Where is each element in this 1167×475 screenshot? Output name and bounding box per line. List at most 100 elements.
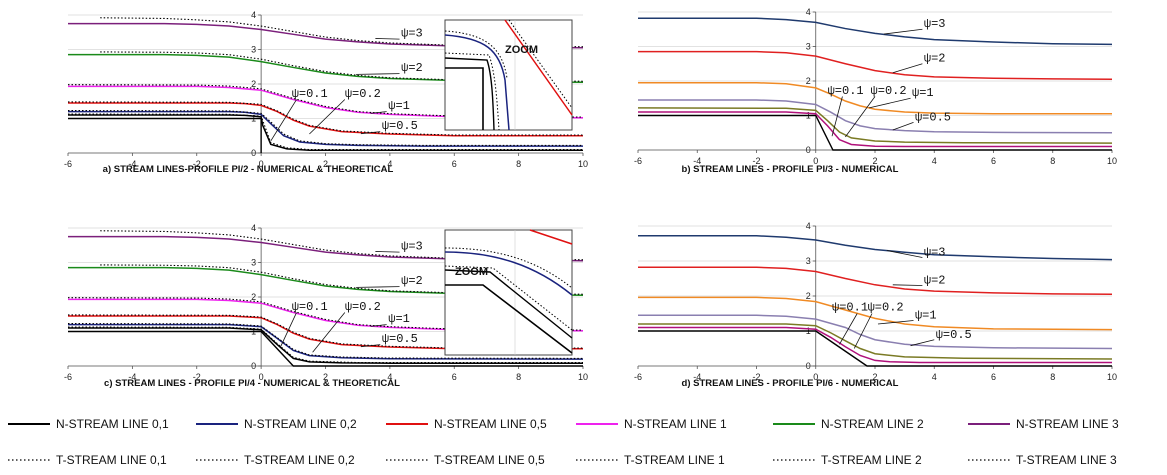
x-tick-label: 6 bbox=[991, 372, 996, 382]
x-tick-label: 2 bbox=[872, 156, 877, 166]
y-tick-label: 3 bbox=[806, 42, 811, 52]
annotation-leader bbox=[892, 122, 914, 131]
x-tick-label: -4 bbox=[693, 156, 701, 166]
x-tick-label: 4 bbox=[932, 372, 937, 382]
legend-entry-N2: N-STREAM LINE 0,2 bbox=[196, 417, 357, 431]
y-tick-label: 4 bbox=[806, 221, 811, 231]
annotation-leader bbox=[312, 312, 346, 353]
zoom-theory-0-1 bbox=[444, 52, 500, 131]
psi-annotation: ψ=0.1 bbox=[832, 301, 868, 315]
series-line-P2 bbox=[638, 50, 1113, 81]
annotation-leader bbox=[356, 73, 400, 75]
x-tick-label: 2 bbox=[872, 372, 877, 382]
series-line-P3 bbox=[638, 235, 1113, 261]
series-line-P02 bbox=[638, 323, 1113, 360]
series-line-N3 bbox=[68, 315, 583, 350]
legend-entry-T6: T-STREAM LINE 3 bbox=[968, 453, 1117, 467]
legend-label: T-STREAM LINE 1 bbox=[624, 453, 725, 467]
legend-entry-T1: T-STREAM LINE 0,1 bbox=[8, 453, 167, 467]
annotation-leader bbox=[883, 28, 923, 35]
legend-entry-N3: N-STREAM LINE 0,5 bbox=[386, 417, 547, 431]
psi-annotation: ψ=0.1 bbox=[292, 87, 328, 101]
legend-label: N-STREAM LINE 3 bbox=[1016, 417, 1119, 431]
annotation-leader bbox=[877, 320, 914, 325]
psi-annotation: ψ=0.5 bbox=[382, 332, 418, 346]
psi-annotation: ψ=3 bbox=[924, 245, 946, 259]
bed-profile bbox=[68, 117, 262, 153]
zoom-bed-profile bbox=[445, 284, 573, 354]
psi-annotation: ψ=0.2 bbox=[345, 87, 381, 101]
legend-label: T-STREAM LINE 3 bbox=[1016, 453, 1117, 467]
psi-annotation: ψ=1 bbox=[388, 312, 410, 326]
x-tick-label: -2 bbox=[193, 372, 201, 382]
annotation-leader bbox=[868, 97, 911, 109]
legend-entry-N5: N-STREAM LINE 2 bbox=[773, 417, 924, 431]
x-tick-label: 8 bbox=[1050, 372, 1055, 382]
annotation-leader bbox=[370, 111, 387, 114]
annotation-leader bbox=[270, 99, 297, 142]
psi-annotation: ψ=1 bbox=[915, 308, 937, 322]
series-line-T1 bbox=[67, 113, 583, 151]
x-tick-label: 0 bbox=[813, 156, 818, 166]
psi-annotation: ψ=0.1 bbox=[292, 300, 328, 314]
psi-annotation: ψ=0.2 bbox=[871, 84, 907, 98]
annotation-leader bbox=[280, 312, 297, 348]
annotation-leader bbox=[375, 251, 400, 253]
zoom-bed-profile bbox=[445, 67, 484, 130]
series-line-T6 bbox=[100, 230, 584, 261]
bed-profile bbox=[638, 114, 1112, 151]
annotation-leader bbox=[892, 284, 923, 286]
bed-profile bbox=[68, 330, 583, 367]
annotation-leader bbox=[370, 324, 387, 327]
zoom-stream-0-5 bbox=[529, 229, 573, 245]
psi-annotation: ψ=2 bbox=[924, 273, 946, 287]
legend-label: N-STREAM LINE 1 bbox=[624, 417, 727, 431]
psi-annotation: ψ=2 bbox=[401, 274, 423, 288]
annotation-leader bbox=[831, 96, 843, 137]
series-line-N2 bbox=[68, 110, 583, 147]
x-tick-label: 0 bbox=[259, 372, 264, 382]
psi-annotation: ψ=2 bbox=[924, 52, 946, 66]
x-tick-label: 6 bbox=[991, 156, 996, 166]
x-tick-label: 0 bbox=[259, 159, 264, 169]
y-tick-label: 2 bbox=[806, 291, 811, 301]
series-line-T6 bbox=[100, 17, 584, 48]
x-tick-label: -4 bbox=[693, 372, 701, 382]
zoom-stream-0-2 bbox=[444, 34, 510, 131]
series-line-N1 bbox=[68, 327, 583, 364]
psi-annotation: ψ=0.1 bbox=[828, 84, 864, 98]
x-tick-label: -2 bbox=[752, 156, 760, 166]
x-tick-label: 8 bbox=[516, 372, 521, 382]
series-line-T1 bbox=[67, 326, 583, 364]
series-line-T4 bbox=[67, 297, 584, 331]
x-tick-label: 8 bbox=[516, 159, 521, 169]
bed-profile bbox=[638, 330, 1112, 367]
x-tick-label: -4 bbox=[128, 372, 136, 382]
legend: N-STREAM LINE 0,1 N-STREAM LINE 0,2 N-STRE… bbox=[8, 417, 1119, 467]
psi-annotation: ψ=1 bbox=[912, 86, 934, 100]
psi-annotation: ψ=0.5 bbox=[915, 110, 951, 124]
psi-annotation: ψ=2 bbox=[401, 61, 423, 75]
x-tick-label: 4 bbox=[387, 372, 392, 382]
psi-annotation: ψ=3 bbox=[401, 239, 423, 253]
series-line-P01 bbox=[638, 326, 1112, 364]
chart-caption: a) STREAM LINES-PROFILE PI/2 - NUMERICAL… bbox=[103, 164, 394, 175]
series-line-N4 bbox=[68, 298, 584, 332]
x-tick-label: 2 bbox=[323, 372, 328, 382]
series-line-P01 bbox=[638, 111, 1112, 148]
annotation-leader bbox=[356, 286, 400, 288]
chart-caption: b) STREAM LINES - PROFILE PI/3 - NUMERIC… bbox=[682, 164, 899, 175]
annotation-leader bbox=[853, 313, 873, 349]
legend-label: T-STREAM LINE 0,1 bbox=[56, 453, 167, 467]
x-tick-label: -2 bbox=[752, 372, 760, 382]
psi-annotation: ψ=0.5 bbox=[382, 119, 418, 133]
zoom-label: ZOOM bbox=[455, 266, 488, 278]
x-tick-label: 4 bbox=[387, 159, 392, 169]
x-tick-label: -4 bbox=[128, 159, 136, 169]
annotation-leader bbox=[892, 63, 923, 74]
legend-label: N-STREAM LINE 0,5 bbox=[434, 417, 547, 431]
annotation-leader bbox=[910, 339, 935, 347]
psi-annotation: ψ=1 bbox=[388, 99, 410, 113]
